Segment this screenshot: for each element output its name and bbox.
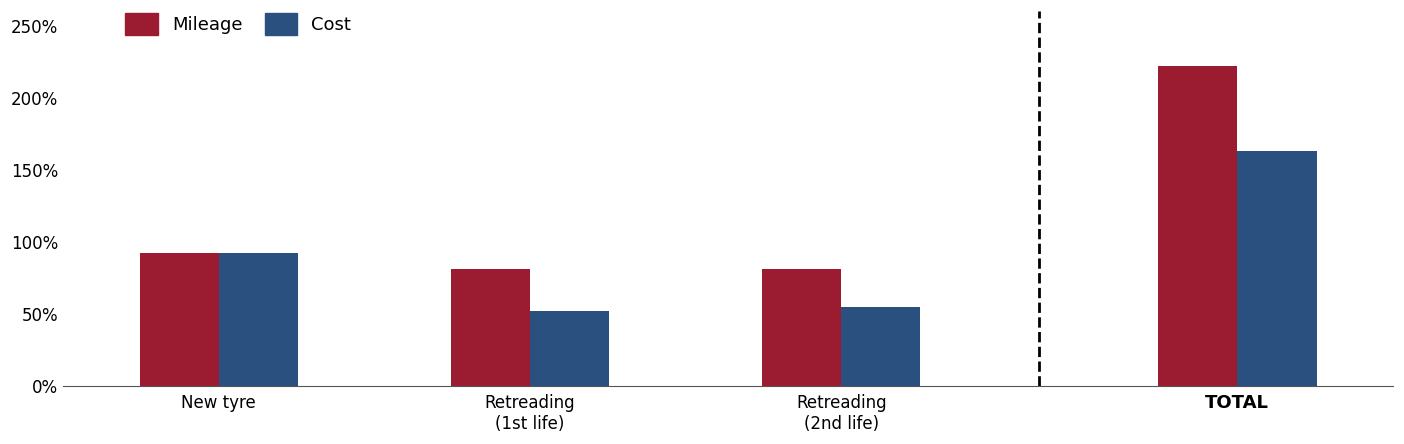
- Bar: [1237, 151, 1317, 386]
- Bar: [841, 306, 921, 386]
- Bar: [219, 253, 298, 386]
- Legend: Mileage, Cost: Mileage, Cost: [125, 12, 351, 35]
- Bar: [1158, 66, 1237, 386]
- Bar: [451, 269, 531, 386]
- Bar: [139, 253, 219, 386]
- Bar: [762, 269, 841, 386]
- Bar: [531, 311, 609, 386]
